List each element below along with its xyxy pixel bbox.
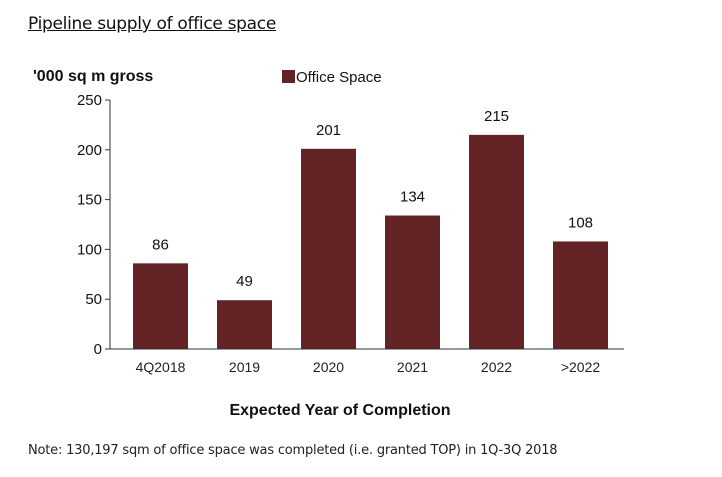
y-tick-label: 200 xyxy=(77,142,102,159)
y-tick-label: 250 xyxy=(77,92,102,109)
data-label: 49 xyxy=(236,273,253,290)
x-tick-label: 2019 xyxy=(229,359,260,375)
y-axis-label: '000 sq m gross xyxy=(33,68,153,85)
data-label: 134 xyxy=(400,189,425,206)
x-tick-label: 4Q2018 xyxy=(136,359,186,375)
bar-2019 xyxy=(217,300,272,349)
y-tick-label: 0 xyxy=(94,341,102,358)
bar-2020 xyxy=(301,148,356,349)
bar-2021 xyxy=(385,215,440,349)
y-tick-label: 50 xyxy=(85,291,102,308)
x-tick-label: >2022 xyxy=(561,359,601,375)
y-tick-label: 100 xyxy=(77,241,102,258)
data-label: 201 xyxy=(316,122,341,139)
x-tick-label: 2020 xyxy=(313,359,344,375)
page-title: Pipeline supply of office space xyxy=(28,14,276,34)
bar-4Q2018 xyxy=(133,263,188,349)
legend-swatch xyxy=(282,70,295,83)
data-label: 215 xyxy=(484,108,509,125)
data-label: 86 xyxy=(152,236,169,253)
bar-2022 xyxy=(469,134,524,349)
y-tick-label: 150 xyxy=(77,192,102,209)
bar->2022 xyxy=(553,241,608,349)
x-axis-label: Expected Year of Completion xyxy=(229,402,450,419)
legend-label: Office Space xyxy=(296,69,382,86)
footnote: Note: 130,197 sqm of office space was co… xyxy=(28,443,558,458)
data-label: 108 xyxy=(568,214,593,231)
x-tick-label: 2022 xyxy=(481,359,512,375)
x-tick-label: 2021 xyxy=(397,359,428,375)
